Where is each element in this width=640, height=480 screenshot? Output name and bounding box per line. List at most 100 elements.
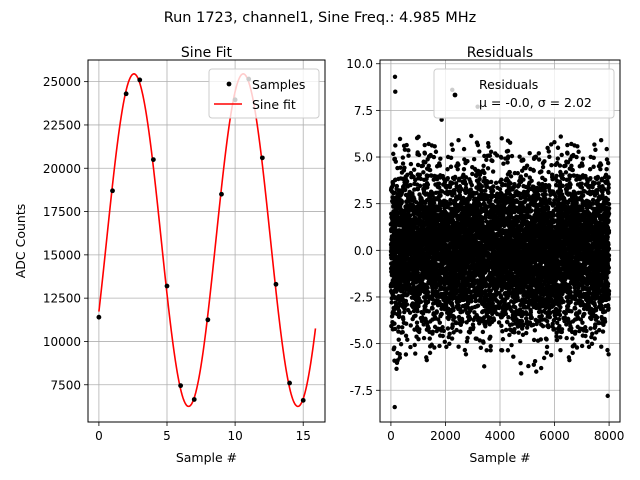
residual-point (396, 324, 401, 330)
residual-point (411, 167, 417, 172)
residuals-ytick-label: 0.0 (354, 244, 373, 258)
residual-point (423, 160, 428, 165)
residual-point (424, 198, 430, 203)
sample-point (205, 317, 211, 323)
residuals-ytick-label: -5.0 (350, 337, 373, 351)
residual-point (494, 153, 500, 158)
sine-fit-ytick-label: 22500 (43, 118, 81, 132)
residual-point (416, 152, 422, 158)
residual-point (416, 337, 421, 342)
residual-point (434, 309, 439, 314)
residual-point (508, 174, 514, 179)
residual-point (471, 157, 477, 162)
sample-point (259, 155, 265, 161)
sine-fit-xtick-label: 5 (163, 429, 171, 443)
residual-point (499, 136, 504, 141)
sine-fit-xtick-label: 15 (296, 429, 311, 443)
residuals-ytick-label: -2.5 (350, 290, 373, 304)
residual-point (391, 182, 396, 188)
residual-point (489, 179, 494, 185)
residual-point (456, 344, 461, 349)
residual-point (415, 186, 421, 192)
residuals-xtick-label: 2000 (430, 429, 461, 443)
residual-point (397, 355, 403, 360)
residual-point (405, 172, 410, 177)
residual-point (437, 343, 442, 349)
residual-point (438, 156, 443, 161)
residual-point (507, 140, 513, 145)
sine-fit-ytick-label: 7500 (50, 378, 81, 392)
sample-point (300, 397, 306, 403)
residual-point (394, 366, 399, 371)
residual-point (437, 320, 443, 325)
sample-point (219, 191, 224, 197)
residual-point (497, 187, 503, 192)
residual-point (505, 154, 511, 159)
residual-point (507, 169, 512, 175)
residual-point (477, 176, 482, 182)
residuals-plot-area (388, 74, 612, 410)
residual-point (397, 310, 402, 315)
sample-point (110, 188, 115, 194)
residual-point (445, 176, 450, 181)
residual-point (397, 136, 403, 142)
residual-point (415, 270, 421, 275)
residual-point (398, 342, 404, 347)
residual-point (481, 340, 486, 345)
residual-point (405, 292, 410, 297)
residual-point (427, 167, 433, 173)
residual-point (447, 341, 452, 347)
residuals-ytick-label: 5.0 (354, 151, 373, 165)
residual-point (394, 183, 400, 189)
sine-fit-ytick-label: 17500 (43, 205, 81, 219)
residual-point (402, 309, 407, 315)
residual-point (404, 179, 410, 184)
residual-point (406, 148, 411, 153)
residual-point (389, 314, 395, 319)
residual-point (389, 300, 394, 305)
residual-point (412, 342, 417, 348)
residuals-panel: Residuals 0 2000 4000 6000 8000-7.5-5.0-2.50… (346, 45, 624, 465)
residual-point (471, 325, 476, 330)
residual-point (392, 345, 397, 350)
residual-point (521, 177, 526, 182)
residual-point (400, 329, 405, 335)
residual-point (505, 148, 511, 154)
residual-point (488, 344, 493, 349)
residual-point (418, 176, 423, 182)
residual-point (416, 134, 421, 140)
residual-point (430, 306, 435, 311)
residual-point (480, 329, 486, 335)
sample-point (287, 380, 292, 386)
residual-point (449, 336, 455, 341)
sine-fit-axes-frame (87, 59, 326, 423)
legend-samples-marker (226, 81, 232, 87)
residual-point (417, 183, 423, 189)
residual-point (516, 330, 521, 335)
residual-point (427, 350, 433, 356)
residual-point (422, 151, 428, 156)
residual-point (436, 181, 442, 186)
residual-point (450, 181, 455, 186)
residual-point (460, 319, 465, 324)
residual-point (455, 166, 460, 172)
residual-point (432, 144, 437, 149)
residual-point (448, 155, 454, 160)
residual-point (484, 157, 489, 163)
sine-fit-ticks: 0 5 10 157500100001250015000175002000022500… (43, 75, 311, 443)
residual-point (413, 351, 418, 356)
sample-point (150, 157, 156, 162)
residual-point (493, 180, 499, 186)
residuals-ytick-label: 2.5 (354, 197, 373, 211)
residual-point (515, 170, 520, 176)
residual-point (467, 330, 473, 335)
residual-point (505, 160, 510, 165)
residual-point (503, 327, 509, 333)
residual-point (408, 323, 413, 328)
residual-point (417, 327, 422, 332)
residual-point (485, 166, 491, 171)
residual-point (458, 329, 463, 334)
residuals-xtick-label: 0 (387, 429, 395, 443)
residual-point (405, 337, 410, 342)
